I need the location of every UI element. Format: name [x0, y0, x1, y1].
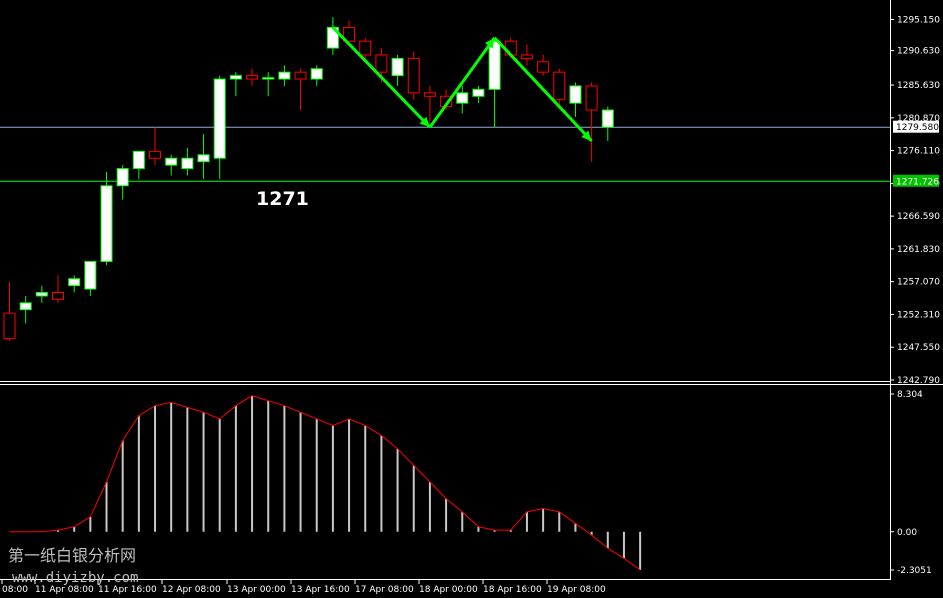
trend-arrows: [331, 26, 593, 143]
bull-candle: [229, 75, 242, 80]
bear-candle: [375, 54, 388, 73]
bull-candle: [165, 157, 178, 166]
bull-candle: [100, 185, 113, 263]
bull-candle: [213, 78, 226, 159]
trend-arrow-line: [493, 36, 593, 143]
bear-candle: [52, 291, 65, 300]
price-axis-ticks: 1295.150 1290.630 1285.630 1280.870 1276.110…: [890, 15, 940, 386]
price-tick-label: 1257.070: [897, 278, 940, 288]
trend-arrowhead: [419, 116, 430, 128]
signal-line: [9, 395, 641, 571]
bull-candle: [569, 85, 582, 104]
bear-candle: [553, 71, 566, 101]
time-axis-ticks: 08:00 11 Apr 08:00 11 Apr 16:00 12 Apr 08:0…: [1, 580, 606, 595]
bear-candle: [585, 85, 598, 111]
trend-arrowhead: [581, 130, 592, 142]
price-tick-label: 1242.790: [897, 376, 940, 386]
bull-candle: [35, 291, 48, 297]
bull-candle: [278, 71, 291, 80]
level-label: 1271.726: [896, 177, 939, 187]
time-tick-label: 18 Apr 16:00: [483, 585, 542, 595]
time-tick-label: 18 Apr 00:00: [419, 585, 478, 595]
time-tick-label: 11 Apr 16:00: [98, 585, 157, 595]
bear-candle: [520, 54, 533, 59]
current-price-badge: [893, 120, 939, 133]
current-price-label: 1279.580: [896, 123, 939, 133]
time-tick-label: 13 Apr 00:00: [227, 585, 286, 595]
trend-arrowhead: [484, 37, 495, 49]
bear-candle: [407, 57, 420, 94]
time-tick-label: 17 Apr 08:00: [355, 585, 414, 595]
price-tick-label: 1247.550: [897, 343, 940, 353]
time-tick-label: 19 Apr 08:00: [547, 585, 606, 595]
bull-candle: [116, 168, 129, 187]
level-annotation: 1271: [256, 188, 309, 210]
time-tick-label: 13 Apr 16:00: [291, 585, 350, 595]
time-tick-label: 12 Apr 08:00: [162, 585, 221, 595]
indicator-tick-label: -2.3051: [897, 566, 932, 576]
bear-candle: [537, 61, 550, 73]
bear-candle: [3, 312, 16, 340]
time-tick-label: 08:00: [2, 585, 28, 595]
bear-candle: [343, 26, 356, 42]
bull-candle: [456, 92, 469, 104]
price-tick-label: 1266.590: [897, 212, 940, 222]
bear-candle: [294, 71, 307, 80]
bull-candle: [601, 109, 614, 128]
bear-candle: [423, 92, 436, 97]
indicator-tick-label: 0.00: [897, 528, 917, 538]
bear-candle: [246, 75, 259, 80]
price-tick-label: 1295.150: [897, 15, 940, 25]
bull-candle: [391, 57, 404, 77]
bull-candle: [472, 88, 485, 97]
bull-candle: [262, 77, 275, 80]
price-tick-label: 1276.110: [897, 147, 940, 157]
watermark-url: www.diyizby.com: [12, 570, 138, 586]
price-tick-label: 1261.830: [897, 245, 940, 255]
horizontal-levels: [0, 126, 890, 182]
trend-arrow-line: [428, 36, 496, 129]
bull-candle: [68, 278, 81, 287]
indicator-histogram: [9, 395, 642, 571]
watermark-title: 第一纸白银分析网: [8, 546, 136, 565]
price-tick-label: 1290.630: [897, 47, 940, 57]
bear-candle: [359, 40, 372, 56]
bull-candle: [488, 40, 501, 90]
trend-arrow-line: [331, 26, 431, 129]
level-badge: [893, 174, 939, 187]
chart-background: [0, 0, 890, 598]
indicator-tick-label: 8.304: [897, 390, 923, 400]
bull-candle: [181, 157, 194, 170]
bull-candle: [84, 261, 97, 290]
time-tick-label: 11 Apr 08:00: [35, 585, 94, 595]
bull-candle: [310, 68, 323, 80]
bear-candle: [149, 150, 162, 159]
bull-candle: [132, 150, 145, 170]
price-tick-label: 1280.870: [897, 114, 940, 124]
indicator-axis-ticks: 8.304 0.00 -2.3051: [890, 390, 932, 576]
bull-candle: [197, 154, 210, 163]
candles: [3, 17, 614, 341]
bull-candle: [19, 302, 32, 311]
price-tick-label: 1285.630: [897, 81, 940, 91]
price-tick-label: 1252.310: [897, 310, 940, 320]
